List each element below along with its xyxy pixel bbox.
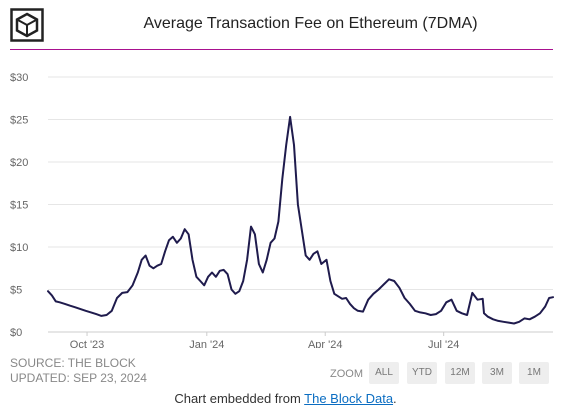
x-tick-label: Jul '24 [428, 339, 459, 348]
embed-note: Chart embedded from The Block Data. [0, 391, 571, 406]
zoom-ytd-button[interactable]: YTD [407, 362, 437, 384]
source-note: SOURCE: THE BLOCK UPDATED: SEP 23, 2024 [10, 356, 147, 386]
y-tick-label: $30 [10, 72, 28, 84]
y-tick-label: $0 [10, 327, 22, 339]
chart-title: Average Transaction Fee on Ethereum (7DM… [143, 15, 478, 32]
y-tick-label: $25 [10, 115, 28, 127]
the-block-data-link[interactable]: The Block Data [304, 391, 394, 406]
y-tick-label: $15 [10, 200, 28, 212]
series-line [47, 115, 554, 325]
zoom-1m-button[interactable]: 1M [519, 362, 549, 384]
zoom-all-button[interactable]: ALL [369, 362, 399, 384]
embed-suffix: . [393, 391, 397, 406]
zoom-12m-button[interactable]: 12M [445, 362, 475, 384]
embed-text: Chart embedded from [174, 391, 305, 406]
title-divider [10, 49, 553, 50]
zoom-3m-button[interactable]: 3M [482, 362, 512, 384]
x-tick-label: Apr '24 [308, 339, 343, 348]
y-tick-label: $5 [10, 285, 22, 297]
source-text: SOURCE: THE BLOCK [10, 356, 136, 370]
x-tick-label: Jan '24 [189, 339, 224, 348]
y-tick-label: $20 [10, 157, 28, 169]
x-tick-label: Oct '23 [70, 339, 105, 348]
the-block-cube-icon [10, 8, 44, 42]
fee-line-chart[interactable]: $0 $5 $10 $15 $20 $25 $30 Oct '23 Jan '24 Apr '24… [0, 58, 571, 348]
zoom-label: ZOOM [330, 368, 363, 380]
updated-text: UPDATED: SEP 23, 2024 [10, 371, 147, 385]
y-tick-label: $10 [10, 242, 28, 254]
